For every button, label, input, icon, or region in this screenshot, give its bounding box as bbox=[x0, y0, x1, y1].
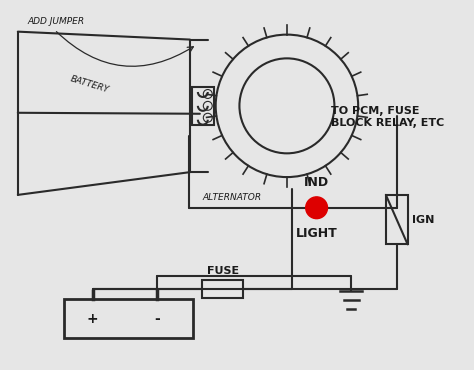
Text: +: + bbox=[87, 312, 99, 326]
Text: BATTERY: BATTERY bbox=[69, 75, 110, 95]
Bar bbox=[64, 299, 193, 338]
Text: IGN: IGN bbox=[411, 215, 434, 225]
Text: ALTERNATOR: ALTERNATOR bbox=[203, 193, 262, 202]
Text: IND: IND bbox=[304, 176, 329, 189]
Circle shape bbox=[306, 197, 328, 219]
Bar bbox=[202, 280, 243, 298]
Text: -: - bbox=[154, 312, 160, 326]
Text: FUSE: FUSE bbox=[207, 266, 239, 276]
Bar bbox=[192, 87, 214, 125]
Text: LIGHT: LIGHT bbox=[296, 226, 337, 239]
Text: TO PCM, FUSE
BLOCK RELAY, ETC: TO PCM, FUSE BLOCK RELAY, ETC bbox=[331, 106, 445, 128]
Text: ADD JUMPER: ADD JUMPER bbox=[27, 17, 85, 26]
Bar bbox=[386, 195, 408, 244]
